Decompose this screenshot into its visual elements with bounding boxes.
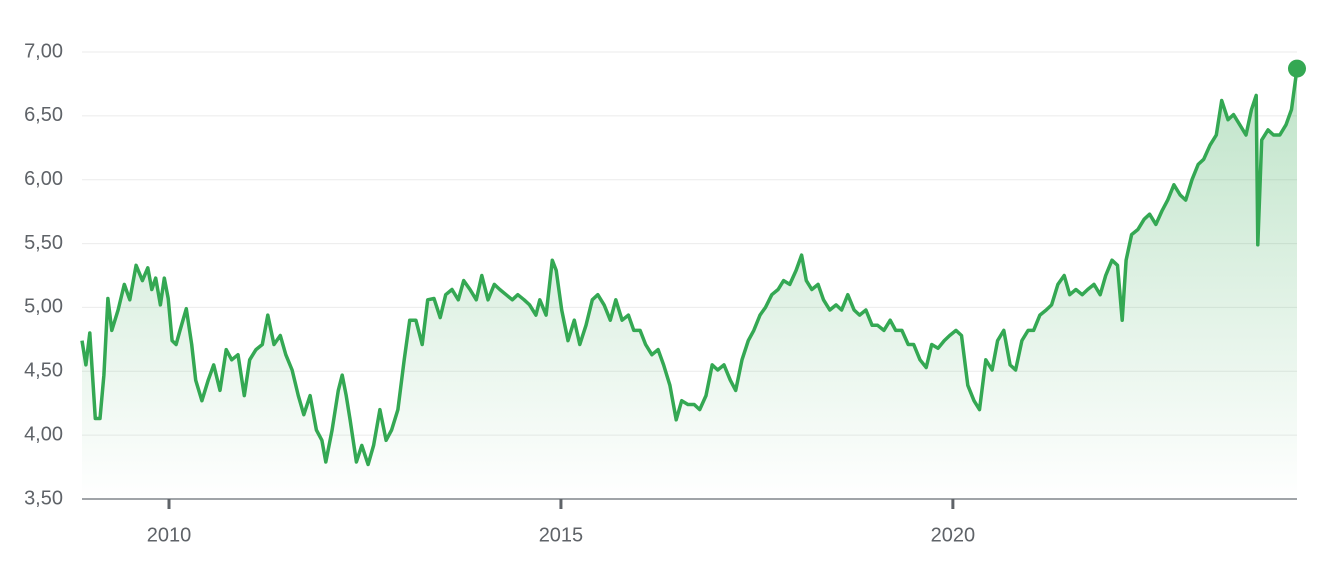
last-point	[1288, 59, 1306, 78]
x-tick-label: 2010	[147, 524, 192, 546]
y-tick-label: 6,00	[24, 168, 63, 190]
area	[82, 68, 1297, 499]
y-tick-label: 5,50	[24, 232, 63, 254]
y-tick-label: 5,00	[24, 296, 63, 318]
x-tick-label: 2020	[931, 524, 976, 546]
y-tick-label: 7,00	[24, 40, 63, 62]
x-tick-label: 2015	[539, 524, 584, 546]
y-tick-label: 6,50	[24, 104, 63, 126]
y-tick-label: 3,50	[24, 487, 63, 509]
y-tick-label: 4,50	[24, 360, 63, 382]
y-tick-label: 4,00	[24, 423, 63, 445]
line	[80, 68, 1299, 467]
